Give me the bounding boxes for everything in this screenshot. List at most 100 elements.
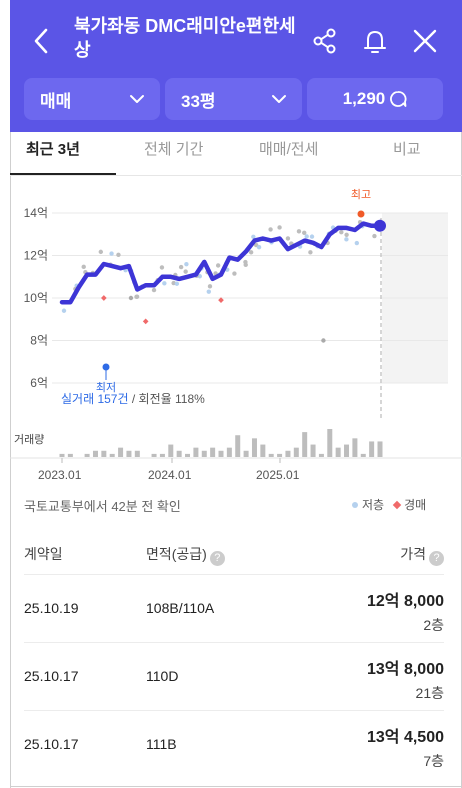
trade-point [215, 263, 221, 268]
chart-legend: 저층 경매 [352, 496, 426, 513]
trade-point [248, 250, 254, 255]
frame-left-border [10, 0, 11, 788]
volume-bar [134, 450, 140, 457]
back-arrow-icon [34, 28, 48, 54]
y-axis-ticks: 14억 12억 10억 8억 6억 [24, 206, 48, 390]
header-area: 면적(공급)? [146, 544, 225, 566]
max-label: 최고 [351, 188, 371, 201]
volume-bar [126, 450, 132, 457]
y-tick-label: 8억 [30, 334, 48, 348]
trade-point [183, 269, 188, 274]
row-date: 25.10.17 [24, 668, 79, 684]
volume-bar [67, 453, 73, 457]
active-tab-indicator [10, 173, 116, 176]
trade-point [134, 294, 139, 299]
volume-bar [151, 453, 157, 457]
volume-bars [59, 429, 383, 457]
trade-point [128, 295, 134, 301]
volume-bar [109, 453, 115, 457]
trade-point [109, 251, 114, 256]
auction-point [101, 295, 107, 301]
tab-all-period[interactable]: 전체 기간 [144, 141, 204, 158]
trade-point [206, 289, 211, 294]
row-floor: 21층 [415, 685, 444, 701]
transactions-header: 계약일 면적(공급)? 가격? [24, 538, 444, 568]
deal-type-dropdown[interactable]: 매매 [24, 78, 160, 120]
bell-icon [364, 31, 386, 53]
trade-point [184, 261, 189, 267]
trade-point [302, 230, 307, 236]
header-contract-date[interactable]: 계약일 [24, 546, 63, 562]
close-button[interactable] [410, 26, 440, 56]
trade-point [256, 244, 262, 250]
volume-bar [159, 453, 165, 457]
volume-bar [335, 447, 341, 457]
volume-bar [243, 450, 249, 457]
comments-button[interactable]: 1,290 [307, 78, 443, 120]
price-chart[interactable]: 14억 12억 10억 8억 6억 최고 최저 실거래 157건 / 회전율 118% … [10, 176, 462, 486]
help-icon[interactable]: ? [209, 551, 225, 566]
size-dropdown[interactable]: 33평 [165, 78, 302, 120]
tab-recent-3-years[interactable]: 최근 3년 [26, 141, 80, 158]
back-button[interactable] [30, 26, 54, 56]
row-floor: 2층 [423, 617, 444, 633]
volume-bar [168, 444, 174, 457]
row-area: 111B [146, 736, 177, 752]
latest-price-dot[interactable] [374, 219, 386, 232]
volume-bar [285, 450, 291, 457]
volume-bar [268, 453, 274, 457]
volume-label: 거래량 [14, 433, 44, 446]
deal-type-label: 매매 [40, 91, 72, 111]
row-price: 13억 4,500 [366, 729, 444, 746]
volume-bar [176, 450, 182, 457]
table-row[interactable]: 25.10.19 108B/110A 12억 8,000 2층 [24, 574, 444, 642]
volume-bar [277, 453, 283, 457]
volume-bar [201, 450, 207, 457]
x-axis-ticks: 2023.01 2024.01 2025.01 [38, 458, 300, 482]
trade-count: 실거래 157건 [61, 392, 129, 406]
row-date: 25.10.17 [24, 736, 79, 752]
volume-bar [260, 444, 266, 457]
trade-point [285, 236, 291, 241]
notification-button[interactable] [360, 26, 390, 56]
legend-low-floor: 저층 [362, 498, 385, 512]
table-row[interactable]: 25.10.17 110D 13억 8,000 21층 [24, 642, 444, 710]
trade-point [159, 265, 165, 270]
volume-bar [226, 447, 232, 457]
tab-compare[interactable]: 비교 [393, 141, 421, 158]
volume-bar [318, 453, 324, 457]
volume-bar [251, 438, 257, 457]
help-icon[interactable]: ? [429, 551, 444, 566]
auction-point [142, 318, 149, 325]
period-tabs: 최근 3년 전체 기간 매매/전세 비교 [10, 132, 462, 176]
volume-bar [210, 447, 216, 457]
data-source-note: 국토교통부에서 42분 전 확인 [24, 499, 181, 514]
tab-sale-lease[interactable]: 매매/전세 [259, 141, 319, 158]
trade-point [178, 264, 184, 270]
trade-point [277, 225, 282, 230]
volume-bar [327, 429, 333, 457]
volume-bar [344, 444, 350, 457]
trade-point [61, 308, 67, 313]
turnover-rate: 회전율 118% [139, 392, 206, 406]
trade-point [251, 234, 256, 239]
trade-point [304, 234, 309, 239]
y-tick-label: 14억 [24, 206, 48, 220]
trade-point [81, 264, 86, 270]
min-label: 최저 [96, 381, 116, 394]
trade-point [174, 281, 180, 286]
trade-point [232, 271, 237, 276]
volume-bar [310, 444, 316, 457]
row-price: 13억 8,000 [366, 661, 444, 678]
chevron-down-icon [272, 95, 286, 103]
trade-point [243, 262, 248, 268]
volume-bar [84, 453, 90, 457]
volume-bar [302, 432, 308, 457]
page-title: 북가좌동 DMC래미안e편한세상 [74, 16, 296, 60]
table-row[interactable]: 25.10.17 111B 13억 4,500 7층 [24, 710, 444, 778]
trade-point [344, 237, 349, 242]
share-button[interactable] [310, 26, 340, 56]
auction-point [218, 297, 224, 303]
trade-point [151, 287, 157, 293]
frame-bottom-border [10, 786, 462, 787]
